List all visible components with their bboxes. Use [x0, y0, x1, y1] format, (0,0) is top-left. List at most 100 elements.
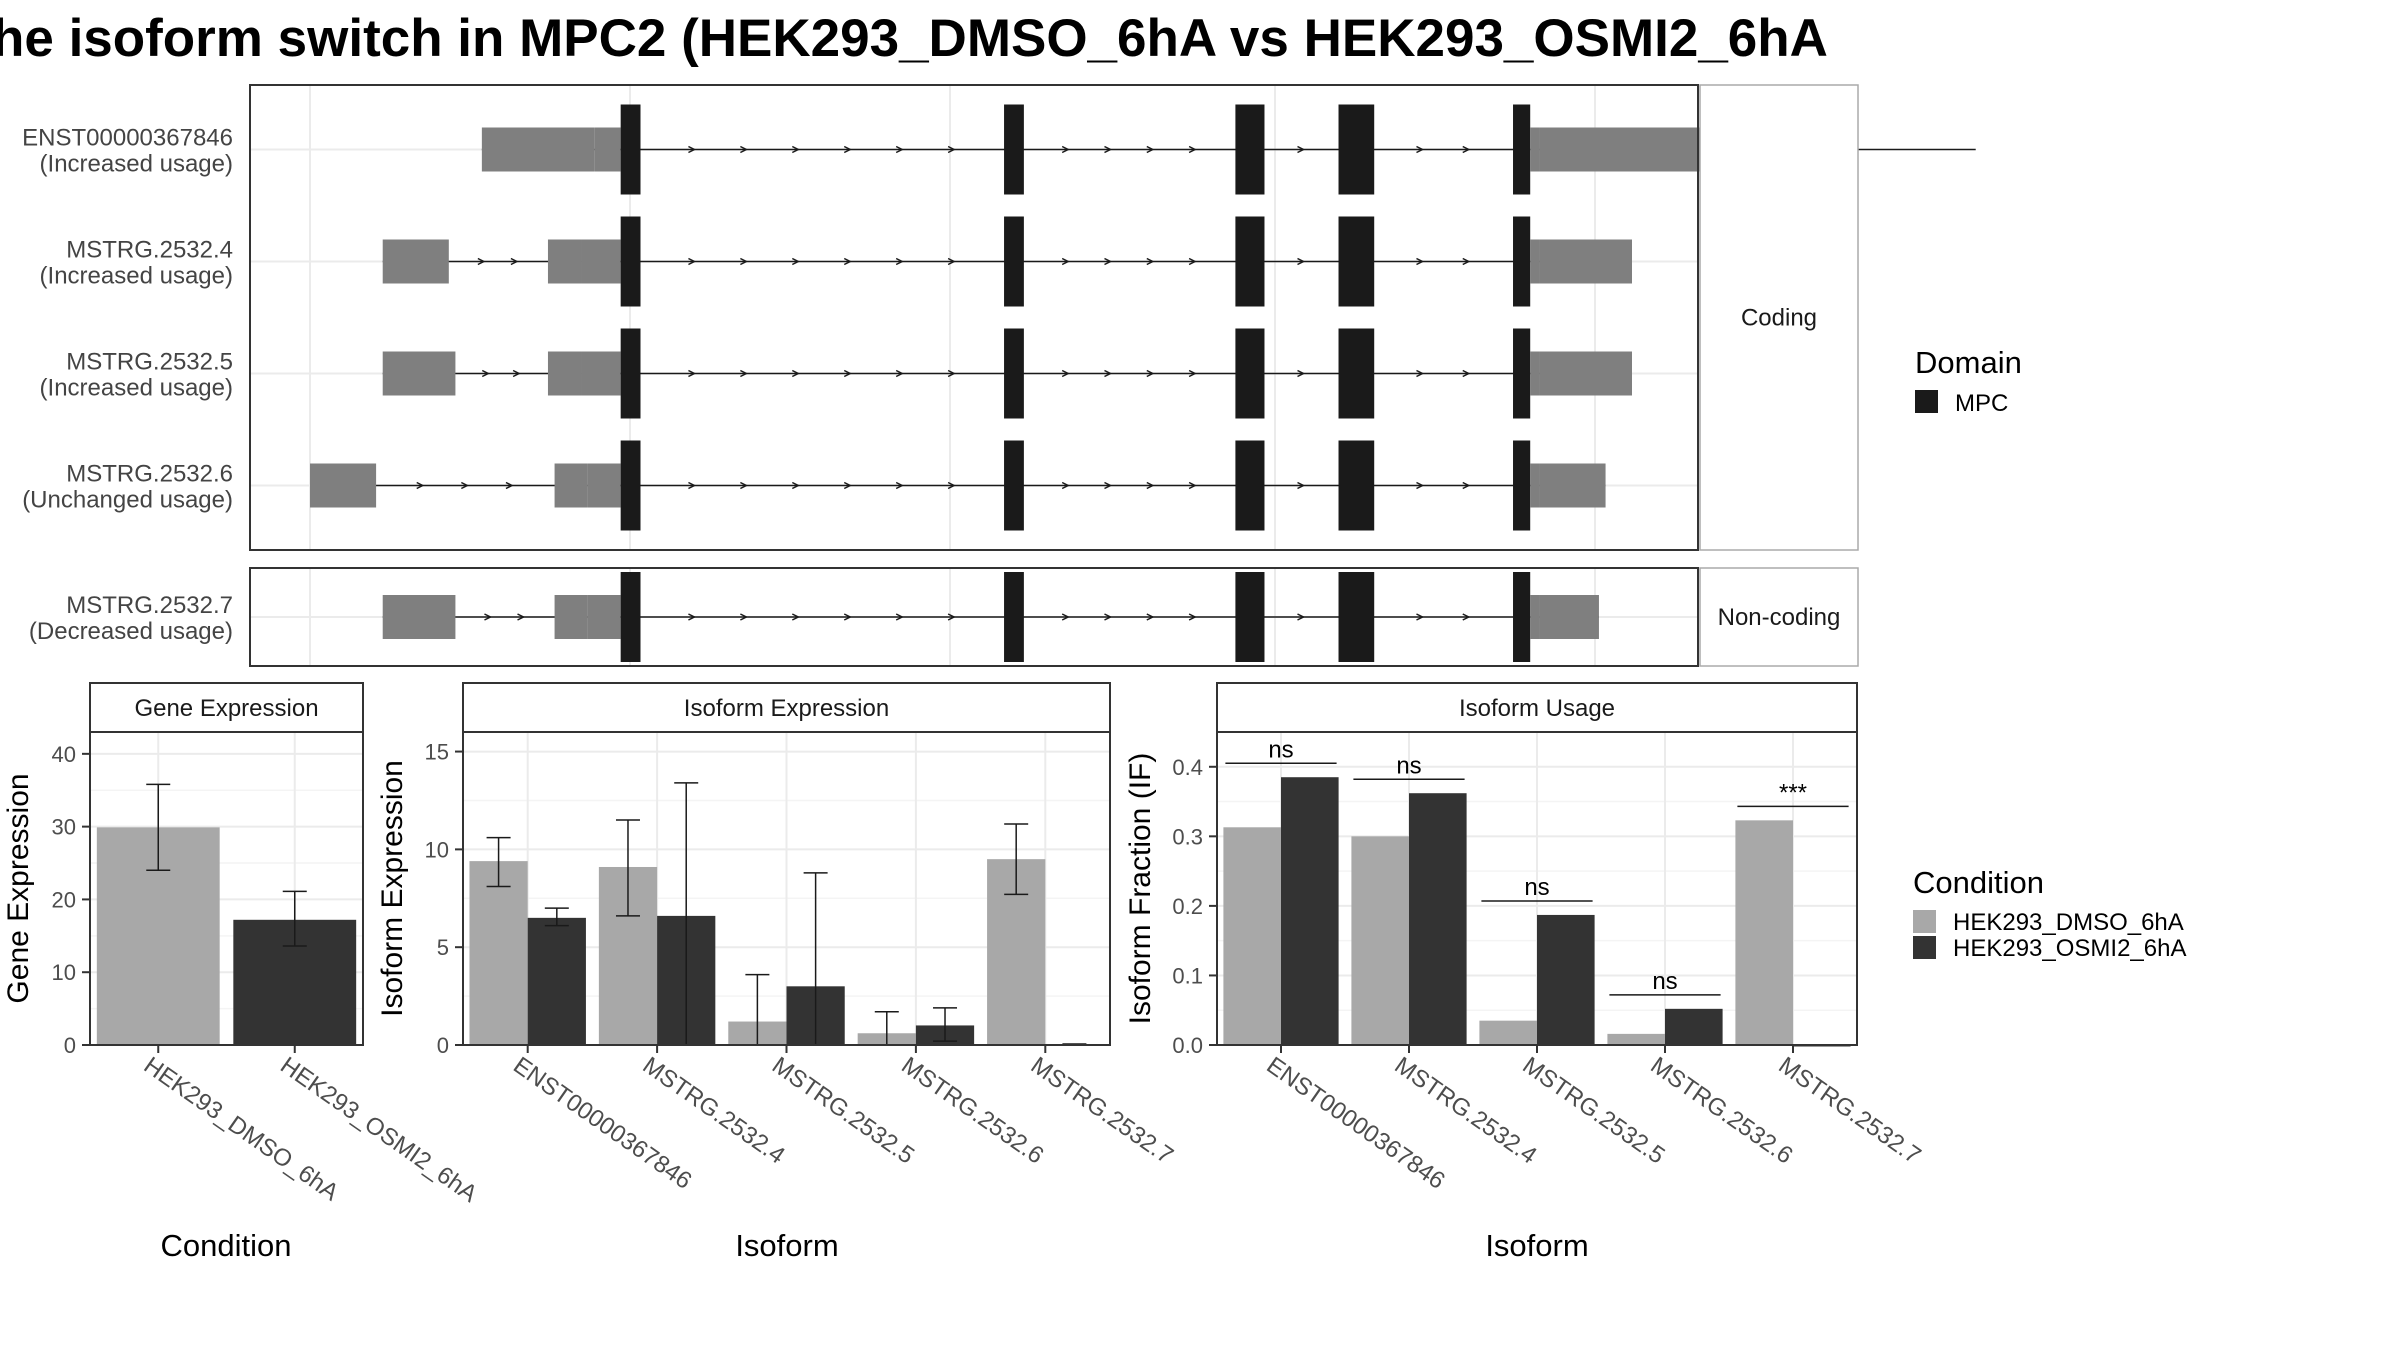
exon-utr-block [1539, 463, 1606, 508]
condition-legend-label-dmso: HEK293_DMSO_6hA [1953, 909, 2184, 936]
direction-chevron [740, 145, 749, 154]
significance-label: ns [1652, 968, 1677, 995]
exon-coding-block [1338, 440, 1375, 531]
direction-chevron [1146, 613, 1155, 621]
exon-coding-block [1235, 328, 1265, 419]
domain-legend-label-mpc: MPC [1955, 390, 2008, 417]
x-axis-label: Isoform [1485, 1228, 1588, 1263]
bar-mstrg-2532-5-hek293-osmi2-6ha [1537, 914, 1595, 1045]
exon-utr-block [1530, 239, 1540, 284]
direction-chevron [740, 613, 749, 621]
exon-utr-block [382, 595, 456, 639]
panel-strip [462, 682, 1111, 733]
direction-chevron [460, 481, 470, 490]
bar-mstrg-2532-5-hek293-dmso-6ha [1479, 1020, 1537, 1045]
y-tick-label: 0.1 [1172, 963, 1203, 988]
bar-mstrg-2532-4-hek293-osmi2-6ha [1409, 793, 1467, 1045]
transcript-label-id: MSTRG.2532.5 [66, 349, 233, 376]
transcript-label-id: MSTRG.2532.4 [66, 237, 233, 264]
direction-chevron [1188, 481, 1197, 490]
exon-utr-block [587, 595, 621, 639]
exon-coding-block [620, 328, 641, 419]
direction-chevron [1061, 481, 1070, 490]
exon-utr-block [587, 463, 621, 508]
exon-coding-block [1513, 440, 1531, 531]
panel-strip [1216, 682, 1858, 733]
direction-chevron [843, 369, 852, 378]
y-tick-label: 30 [52, 815, 76, 840]
direction-chevron [895, 257, 904, 266]
direction-chevron [688, 257, 697, 266]
y-tick-label: 0.3 [1172, 824, 1203, 849]
panel-title: Isoform Expression [684, 695, 889, 722]
direction-chevron [1462, 257, 1471, 266]
bar-mstrg-2532-6-hek293-dmso-6ha [1607, 1033, 1665, 1045]
y-tick-label: 10 [52, 960, 76, 985]
direction-chevron [1061, 257, 1070, 266]
x-axis-label: Condition [161, 1228, 292, 1263]
exon-coding-block [1338, 216, 1375, 307]
condition-legend-key-osmi [1913, 936, 1936, 959]
bar-mstrg-2532-7-hek293-dmso-6ha [1735, 820, 1793, 1045]
direction-chevron [1146, 369, 1155, 378]
exon-coding-block [1004, 440, 1024, 531]
exon-utr-block [1530, 595, 1540, 639]
y-tick-label: 0 [437, 1033, 449, 1058]
direction-chevron [1104, 257, 1113, 266]
bar-mstrg-2532-6-hek293-osmi2-6ha [1665, 1008, 1723, 1045]
expression-bar-charts: Gene Expression010203040HEK293_DMSO_6hAH… [2, 682, 1926, 1263]
transcript-label-usage: (Increased usage) [40, 375, 233, 402]
transcript-label-id: ENST00000367846 [22, 125, 233, 152]
exon-utr-block [1539, 595, 1599, 639]
direction-chevron [688, 613, 697, 621]
exon-coding-block [1513, 216, 1531, 307]
direction-chevron [1462, 613, 1471, 621]
transcript-label-id: MSTRG.2532.7 [66, 592, 233, 619]
y-tick-label: 20 [52, 887, 76, 912]
exon-coding-block [1235, 104, 1265, 195]
direction-chevron [947, 145, 956, 154]
exon-utr-block [481, 127, 595, 172]
condition-legend: Condition HEK293_DMSO_6hA HEK293_OSMI2_6… [1913, 865, 2186, 962]
direction-chevron [1416, 145, 1425, 154]
y-tick-label: 0.2 [1172, 894, 1203, 919]
direction-chevron [895, 481, 904, 490]
exon-coding-block [1513, 328, 1531, 419]
x-axis-label: Isoform [735, 1228, 838, 1263]
exon-coding-block [1004, 328, 1024, 419]
bar-enst00000367846-hek293-dmso-6ha [469, 861, 528, 1045]
y-tick-label: 5 [437, 935, 449, 960]
exon-coding-block [1513, 572, 1531, 662]
significance-label: *** [1779, 779, 1807, 806]
y-tick-label: 0.4 [1172, 755, 1203, 780]
y-tick-label: 15 [425, 740, 449, 765]
direction-chevron [947, 257, 956, 266]
condition-legend-label-osmi: HEK293_OSMI2_6hA [1953, 935, 2186, 962]
significance-label: ns [1268, 736, 1293, 763]
exon-coding-block [1338, 328, 1375, 419]
exon-utr-block [1539, 351, 1632, 396]
direction-chevron [1297, 257, 1306, 266]
exon-utr-block [547, 239, 582, 284]
direction-chevron [1061, 145, 1070, 154]
direction-chevron [688, 481, 697, 490]
exon-coding-block [1338, 572, 1375, 662]
direction-chevron [484, 613, 493, 621]
chart-isoform-expression: Isoform Expression051015ENST00000367846M… [376, 682, 1178, 1263]
exon-coding-block [1235, 572, 1265, 662]
direction-chevron [1146, 257, 1155, 266]
direction-chevron [895, 613, 904, 621]
chart-gene-expression: Gene Expression010203040HEK293_DMSO_6hAH… [2, 682, 482, 1263]
direction-chevron [791, 613, 800, 621]
significance-label: ns [1396, 752, 1421, 779]
y-tick-label: 0.0 [1172, 1033, 1203, 1058]
exon-utr-block [581, 351, 621, 396]
x-tick-label-mstrg-2532-6: MSTRG.2532.6 [896, 1052, 1048, 1170]
direction-chevron [1462, 145, 1471, 154]
direction-chevron [1416, 369, 1425, 378]
y-axis-label: Isoform Fraction (IF) [1124, 753, 1157, 1025]
exon-utr-block [554, 463, 588, 508]
panel-strip [89, 682, 364, 733]
exon-coding-block [620, 216, 641, 307]
